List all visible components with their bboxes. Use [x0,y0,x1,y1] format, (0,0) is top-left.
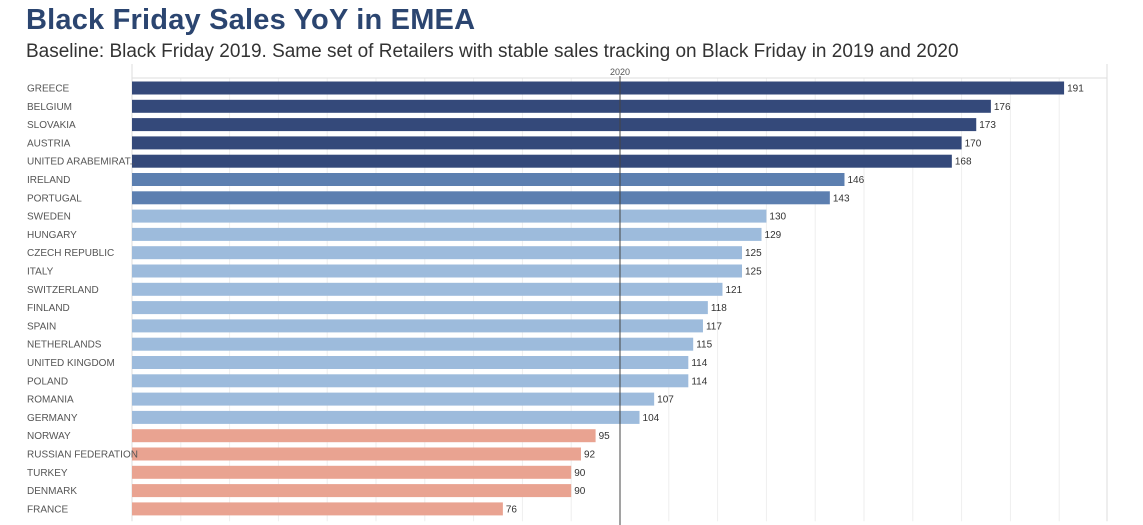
category-label: ROMANIA [27,395,74,406]
value-label: 125 [745,248,762,259]
category-label: UNITED KINGDOM [27,358,115,369]
value-label: 143 [833,193,850,204]
category-label: IRELAND [27,175,70,186]
bar [132,429,596,443]
category-label: SWEDEN [27,212,71,223]
value-label: 95 [599,431,611,442]
category-label: SPAIN [27,321,56,332]
bar [132,484,572,498]
value-label: 114 [691,376,707,387]
category-label: PORTUGAL [27,193,82,204]
value-label: 176 [994,102,1011,113]
bar [132,209,767,223]
value-label: 125 [745,267,762,278]
category-label: POLAND [27,376,68,387]
value-label: 90 [574,486,586,497]
value-label: 168 [955,157,972,168]
bar [132,337,694,351]
category-label: HUNGARY [27,230,77,241]
bar [132,246,742,260]
bar [132,356,689,369]
bar [132,191,830,205]
bar [132,447,581,461]
category-label: BELGIUM [27,102,72,113]
value-label: 104 [643,413,660,424]
bar [132,99,991,113]
category-label: SWITZERLAND [27,285,99,296]
category-label: ITALY [27,267,54,278]
bar [132,301,708,315]
bar [132,118,977,132]
category-label: RUSSIAN FEDERATION [27,450,138,461]
category-label: GERMANY [27,413,78,424]
bar [132,502,503,516]
value-label: 170 [965,138,982,149]
value-label: 115 [696,340,712,351]
reference-line-label: 2020 [610,67,630,77]
value-label: 173 [979,120,996,131]
value-label: 191 [1067,84,1084,95]
bar [132,173,845,186]
bar [132,465,572,479]
category-label: NORWAY [27,431,71,442]
category-label: NETHERLANDS [27,340,102,351]
category-label: SLOVAKIA [27,120,76,131]
value-label: 118 [711,303,727,314]
bar [132,319,703,333]
chart-subtitle: Baseline: Black Friday 2019. Same set of… [26,41,959,62]
bar [132,410,640,424]
value-label: 114 [691,358,707,369]
bar [132,227,762,241]
category-label: FRANCE [27,504,68,515]
bar-chart: GREECE 191 BELGIUM 176 SLOVAKIA 173 AUSTRIA 170… [27,64,1108,525]
category-label: AUSTRIA [27,138,71,149]
bar [132,154,952,168]
value-label: 146 [847,175,864,186]
category-label: UNITED ARABEMIRAT.. [27,157,135,168]
bar [132,136,962,150]
value-label: 121 [725,285,742,296]
bar [132,81,1065,95]
category-label: FINLAND [27,303,70,314]
value-label: 129 [765,230,782,241]
value-label: 92 [584,450,596,461]
bar [132,392,655,406]
value-label: 107 [657,395,674,406]
bar [132,374,689,388]
category-label: GREECE [27,84,70,95]
value-label: 117 [706,321,722,332]
bar [132,264,742,278]
value-label: 130 [769,212,786,223]
bar [132,282,723,296]
value-label: 90 [574,468,586,479]
value-label: 76 [506,504,518,515]
category-label: CZECH REPUBLIC [27,248,114,259]
category-label: TURKEY [27,468,68,479]
chart-title: Black Friday Sales YoY in EMEA [26,4,476,36]
category-label: DENMARK [27,486,77,497]
